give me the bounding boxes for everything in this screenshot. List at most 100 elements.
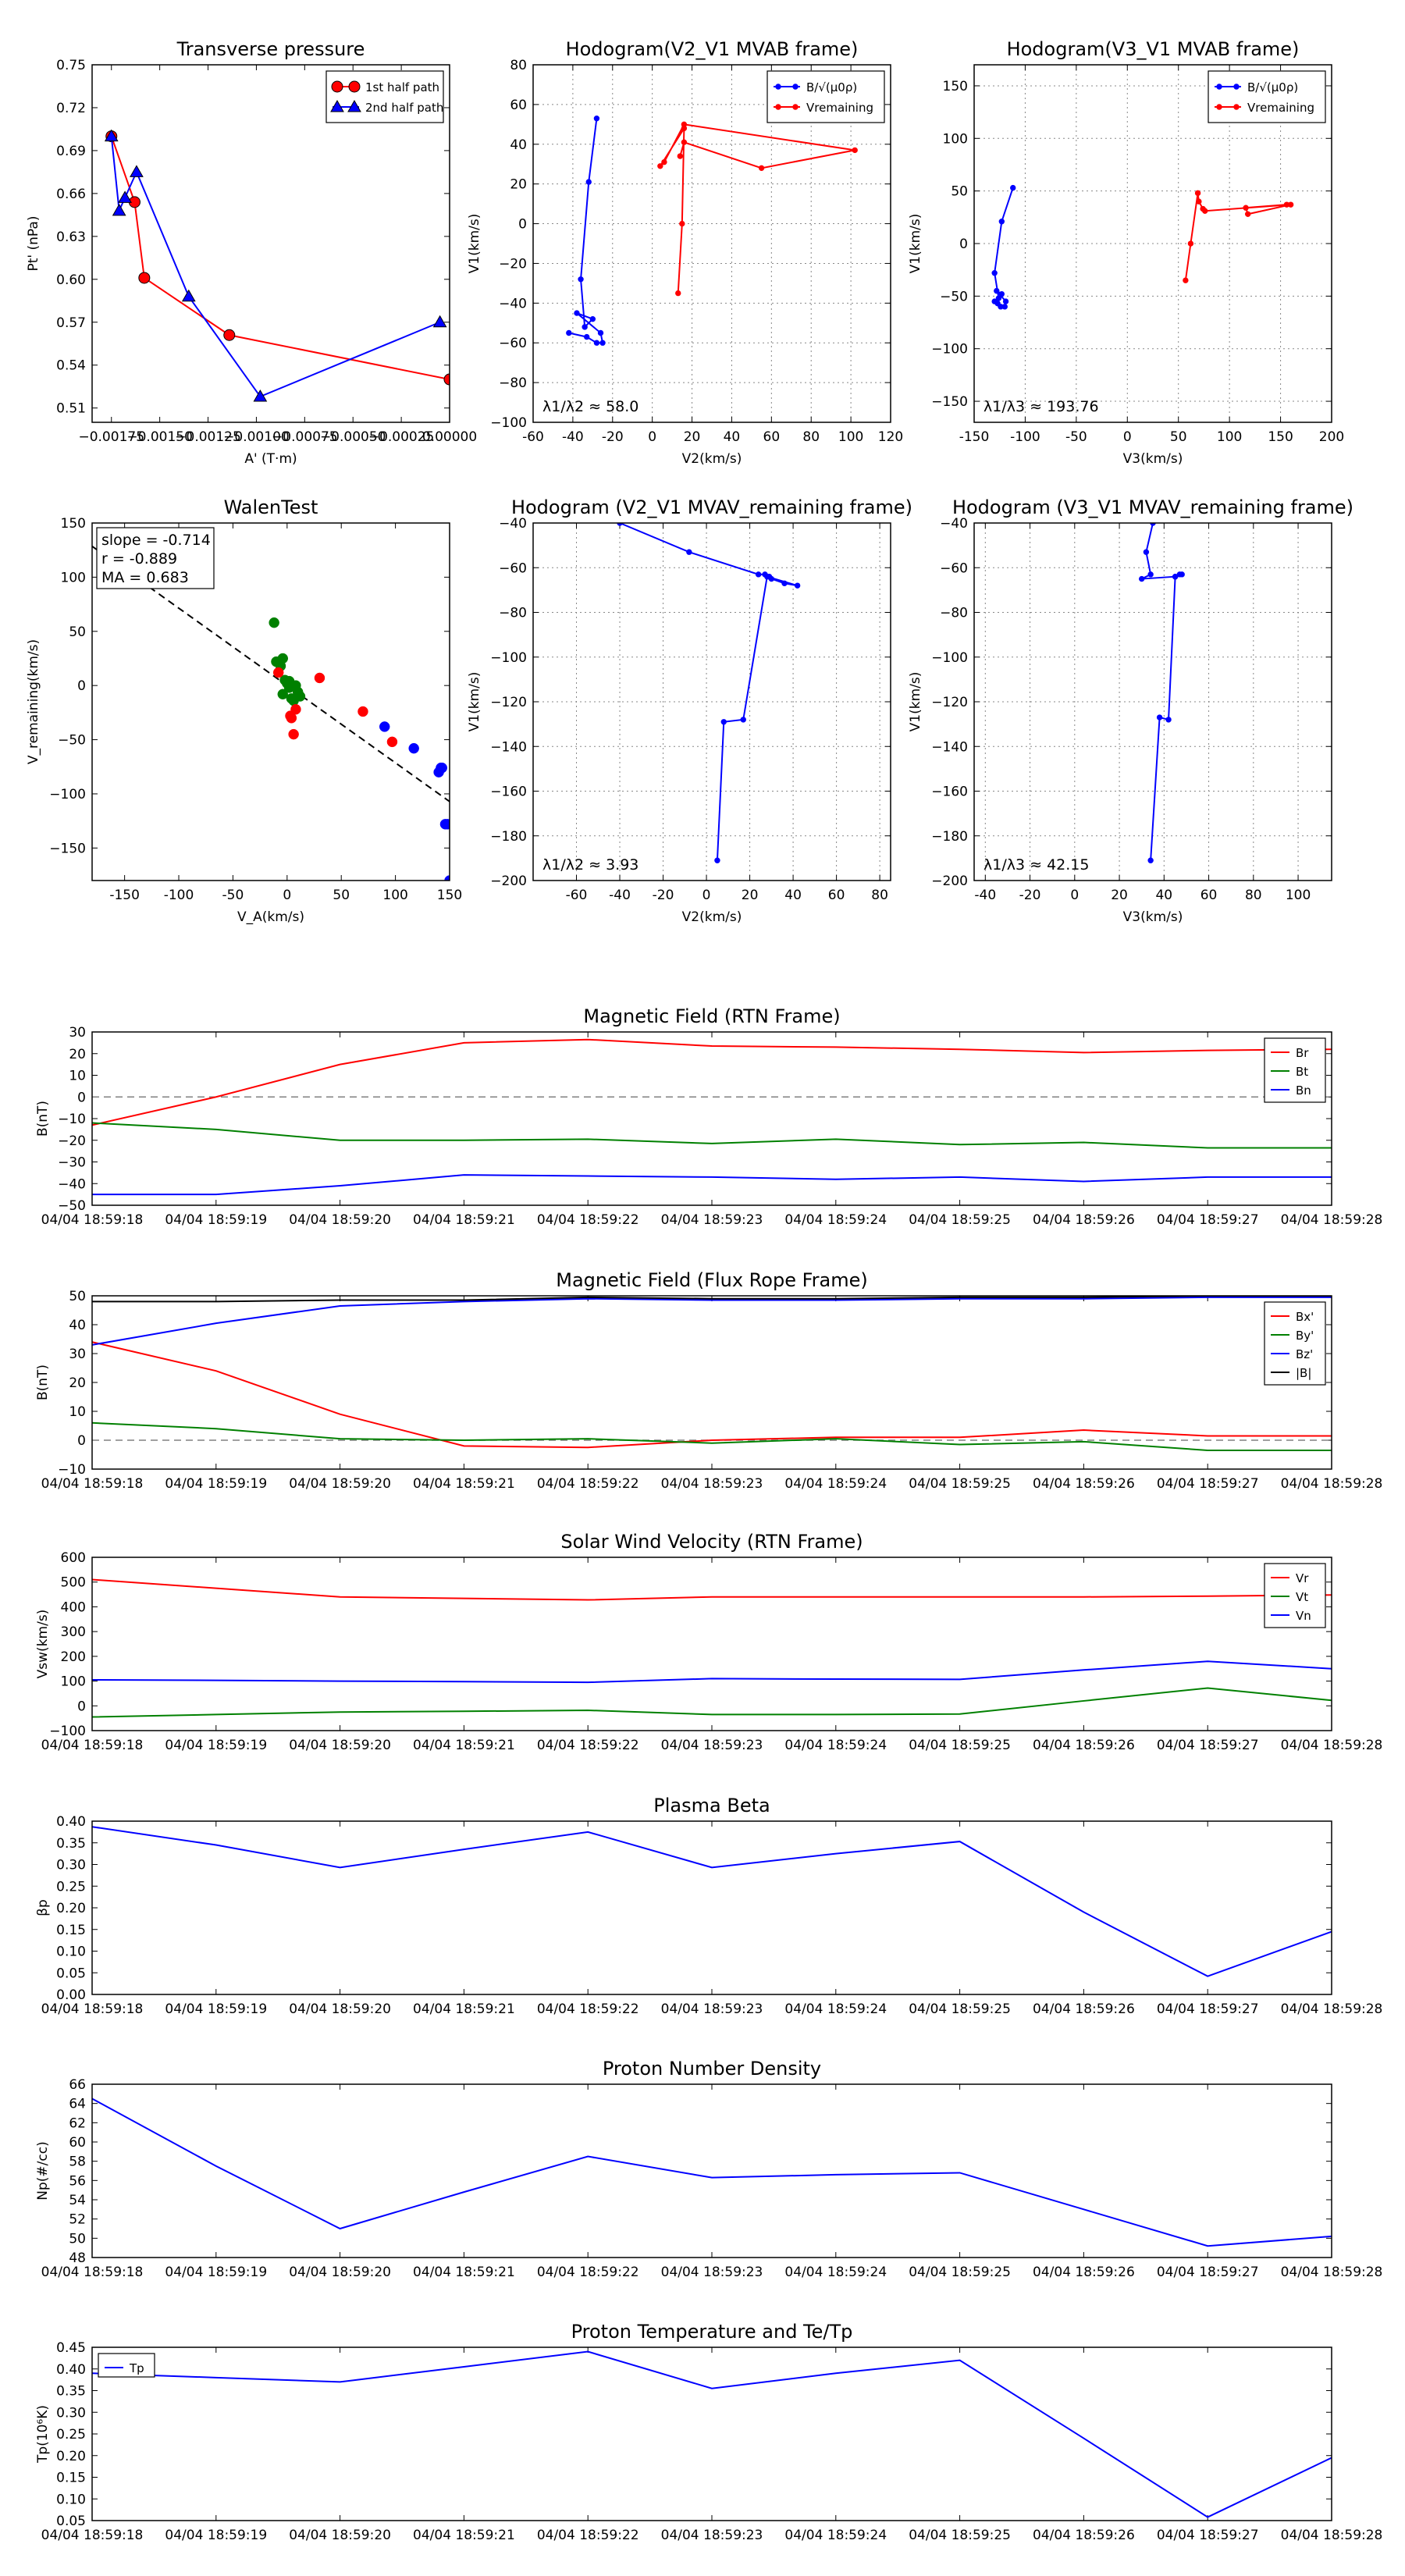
x-tick-label: -50 xyxy=(222,888,244,903)
x-tick-label: 04/04 18:59:25 xyxy=(909,1212,1011,1228)
series-line-b xyxy=(619,523,798,861)
x-tick-label: 04/04 18:59:21 xyxy=(413,2528,515,2543)
data-point xyxy=(1147,857,1154,863)
series-line-tp xyxy=(92,2350,1332,2518)
x-tick-label: 04/04 18:59:20 xyxy=(289,2001,391,2017)
y-tick-label: −40 xyxy=(499,516,527,532)
y-tick-label: 0.10 xyxy=(56,2492,86,2507)
series-line-1st-half-path xyxy=(110,136,450,381)
annotation-text: λ1/λ2 ≈ 58.0 xyxy=(542,398,638,415)
x-axis-label: V3(km/s) xyxy=(1123,909,1183,925)
x-tick-label: 04/04 18:59:23 xyxy=(661,2265,763,2280)
series-line-vn xyxy=(92,1660,1332,1684)
y-tick-label: 0.35 xyxy=(56,2384,86,2400)
y-tick-label: −140 xyxy=(490,739,527,755)
y-tick-label: −150 xyxy=(49,841,86,856)
x-tick-label: 04/04 18:59:25 xyxy=(909,2528,1011,2543)
y-tick-label: −50 xyxy=(58,1198,86,1214)
x-tick-label: 04/04 18:59:22 xyxy=(537,2528,639,2543)
x-tick-label: −0.00025 xyxy=(368,429,435,445)
chart-walen-test: WalenTest -150 -100 -50 0 50 100 150 −150 −100 −50… xyxy=(26,496,462,925)
y-axis-label: Pt' (nPa) xyxy=(26,216,41,272)
y-axis-label: V_remaining(km/s) xyxy=(26,639,41,764)
data-point xyxy=(181,289,196,302)
y-tick-label: 56 xyxy=(69,2173,86,2189)
y-tick-label: 0.57 xyxy=(56,315,86,331)
y-tick-label: −160 xyxy=(931,785,968,800)
data-point xyxy=(593,340,600,346)
x-tick-label: 0 xyxy=(283,888,291,903)
chart-plot-area xyxy=(566,116,858,346)
y-tick-label: 0.45 xyxy=(56,2340,86,2356)
data-point xyxy=(584,333,590,340)
data-point xyxy=(657,163,663,169)
chart-title: Magnetic Field (RTN Frame) xyxy=(583,1005,840,1027)
chart-plot-area xyxy=(92,1296,1332,1451)
x-tick-label: 04/04 18:59:27 xyxy=(1157,2265,1259,2280)
y-tick-label: −80 xyxy=(499,375,527,391)
annotation-text: λ1/λ2 ≈ 3.93 xyxy=(542,856,638,873)
x-tick-label: -60 xyxy=(566,888,588,903)
y-tick-label: 50 xyxy=(951,184,968,200)
legend: B/√(μ0ρ) Vremaining xyxy=(767,70,885,123)
y-tick-label: 150 xyxy=(943,79,968,94)
data-point xyxy=(617,523,623,526)
y-tick-label: −50 xyxy=(940,289,968,304)
series-line-vr xyxy=(92,1578,1332,1601)
y-tick-label: 54 xyxy=(69,2193,86,2208)
x-tick-label: 04/04 18:59:27 xyxy=(1157,2001,1259,2017)
y-tick-label: 100 xyxy=(61,1674,86,1690)
series-line-vremaining xyxy=(1184,193,1291,281)
data-point xyxy=(1283,201,1290,208)
y-tick-label: −180 xyxy=(931,829,968,845)
x-tick-label: 100 xyxy=(1217,429,1242,445)
x-tick-label: 04/04 18:59:21 xyxy=(413,2001,515,2017)
series-line-b-0- xyxy=(568,118,604,344)
x-tick-label: 0.00000 xyxy=(422,429,477,445)
legend: 1st half path 2nd half path xyxy=(325,70,444,123)
data-point xyxy=(1187,240,1194,247)
x-tick-label: 04/04 18:59:26 xyxy=(1033,2528,1135,2543)
x-tick-label: 40 xyxy=(784,888,802,903)
x-tick-label: 04/04 18:59:23 xyxy=(661,1476,763,1492)
series-line--b- xyxy=(92,1296,1332,1303)
legend-label: |B| xyxy=(1296,1366,1311,1380)
x-tick-label: 0 xyxy=(1123,429,1132,445)
chart-proton-temperature: Proton Temperature and Te/Tp 04/04 18:59:… xyxy=(35,2321,1382,2543)
y-tick-label: 0 xyxy=(77,1090,86,1105)
x-tick-label: 04/04 18:59:25 xyxy=(909,2265,1011,2280)
x-tick-label: 04/04 18:59:25 xyxy=(909,1476,1011,1492)
y-tick-label: 0.15 xyxy=(56,2471,86,2486)
x-tick-label: 200 xyxy=(1319,429,1344,445)
y-tick-label: 30 xyxy=(69,1025,86,1041)
data-point xyxy=(1243,205,1249,211)
series-line-by- xyxy=(92,1421,1332,1451)
y-tick-label: 0.63 xyxy=(56,229,86,245)
x-tick-label: −0.00175 xyxy=(78,429,144,445)
data-point xyxy=(1010,184,1016,191)
data-point xyxy=(1150,523,1156,526)
chart-frame xyxy=(91,2083,1332,2258)
x-tick-label: -40 xyxy=(609,888,631,903)
x-tick-label: 04/04 18:59:23 xyxy=(661,1738,763,1753)
data-point xyxy=(1165,717,1172,723)
y-tick-label: −30 xyxy=(58,1155,86,1171)
x-axis-label: V2(km/s) xyxy=(682,909,742,925)
y-axis-label: V1(km/s) xyxy=(908,672,923,732)
legend-marker xyxy=(330,99,344,112)
chart-title: Hodogram (V3_V1 MVAV_remaining frame) xyxy=(952,496,1353,518)
y-tick-label: 10 xyxy=(69,1069,86,1084)
chart-plot-area xyxy=(92,545,450,881)
x-tick-label: 04/04 18:59:18 xyxy=(41,1212,144,1228)
data-point xyxy=(599,340,606,346)
x-tick-label: −0.00100 xyxy=(223,429,290,445)
x-tick-label: -40 xyxy=(562,429,584,445)
legend-label: Bz' xyxy=(1296,1347,1313,1361)
series-line-bn xyxy=(92,1174,1332,1196)
y-tick-label: 40 xyxy=(69,1318,86,1333)
y-tick-label: 48 xyxy=(69,2250,86,2266)
y-tick-label: 20 xyxy=(69,1047,86,1062)
data-point xyxy=(432,315,447,328)
data-point xyxy=(1002,298,1009,304)
data-point xyxy=(386,736,398,748)
